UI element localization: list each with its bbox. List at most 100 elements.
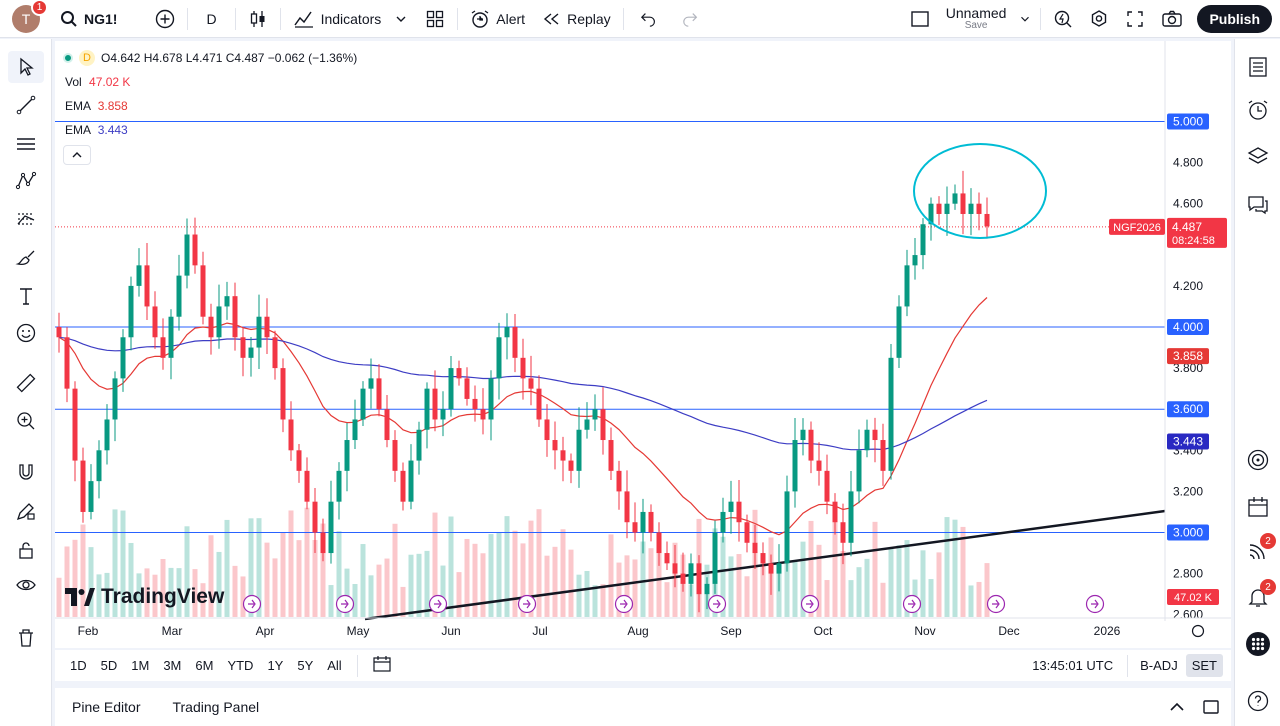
range-button[interactable]: All: [327, 658, 342, 673]
candle-body: [248, 347, 254, 358]
range-button[interactable]: 1M: [131, 658, 150, 673]
ema-fast-line: [58, 297, 988, 536]
indicators-button[interactable]: Indicators: [285, 0, 418, 38]
text-tool[interactable]: [8, 280, 44, 312]
volume-bar: [144, 568, 150, 617]
candle-body: [464, 378, 470, 399]
pattern-tool[interactable]: [8, 165, 44, 197]
tradingview-logo[interactable]: TradingView: [65, 585, 224, 609]
replay-button[interactable]: Replay: [533, 0, 619, 38]
volume-bar: [208, 535, 214, 617]
emoji-tool[interactable]: [8, 317, 44, 349]
remove-drawings-tool[interactable]: [8, 622, 44, 654]
brush-tool[interactable]: [8, 242, 44, 274]
notifications-button[interactable]: 2: [1242, 579, 1276, 613]
goto-date-button[interactable]: [362, 655, 402, 676]
clock-display[interactable]: 13:45:01 UTC: [1032, 658, 1114, 673]
alerts-button[interactable]: [1242, 94, 1274, 126]
settings-button[interactable]: [1081, 0, 1117, 38]
collapse-legend-button[interactable]: [63, 145, 91, 165]
price-chart[interactable]: 4.8004.6004.2003.8003.4003.2002.8002.600…: [55, 41, 1231, 648]
ema-slow-legend[interactable]: EMA 3.443: [65, 123, 128, 137]
horizontal-lines-tool[interactable]: [8, 128, 44, 160]
trend-line-tool[interactable]: [8, 89, 44, 121]
trading-panel-tab[interactable]: Trading Panel: [172, 699, 260, 715]
price-axis[interactable]: 4.8004.6004.2003.8003.4003.2002.8002.600…: [1109, 41, 1227, 648]
pine-editor-tab[interactable]: Pine Editor: [72, 699, 141, 715]
snapshot-button[interactable]: [1153, 0, 1191, 38]
candle-body: [544, 419, 550, 441]
publish-button[interactable]: Publish: [1197, 4, 1272, 33]
zoom-tool[interactable]: [8, 405, 44, 437]
volume-bar: [544, 555, 550, 617]
user-avatar[interactable]: T 1: [12, 0, 48, 33]
ideas-stream-button[interactable]: [1242, 444, 1274, 476]
help-button[interactable]: [1242, 685, 1274, 717]
lock-drawings-tool[interactable]: [8, 534, 44, 566]
range-button[interactable]: 6M: [195, 658, 214, 673]
range-button[interactable]: 3M: [163, 658, 182, 673]
divider: [1040, 7, 1042, 30]
time-axis[interactable]: Feb Mar Apr May Jun Jul Aug Sep Oct Nov Dec 2026: [55, 617, 1231, 638]
ema-fast-legend[interactable]: EMA 3.858: [65, 99, 128, 113]
calendar-button[interactable]: [1242, 491, 1274, 523]
range-button[interactable]: 1Y: [267, 658, 284, 673]
symbol-search-button[interactable]: NG1!: [52, 0, 125, 38]
alert-button[interactable]: Alert: [462, 0, 533, 38]
range-button[interactable]: 5D: [100, 658, 118, 673]
volume-bar: [376, 564, 382, 617]
event-marker: [614, 594, 634, 614]
layout-button[interactable]: [902, 0, 938, 38]
maximize-panel-icon[interactable]: [1201, 697, 1221, 717]
candle-body: [448, 368, 454, 410]
market-status-dot: [63, 53, 73, 63]
products-button[interactable]: [1242, 628, 1274, 660]
range-button[interactable]: YTD: [227, 658, 254, 673]
redo-button[interactable]: [670, 0, 712, 38]
undo-button[interactable]: [628, 0, 670, 38]
chart-type-button[interactable]: [240, 0, 276, 38]
trend-line: [364, 509, 1166, 621]
layout-name-button[interactable]: Unnamed Save: [938, 0, 1015, 38]
templates-button[interactable]: [417, 0, 453, 38]
ideas-button[interactable]: 2: [1242, 533, 1276, 567]
data-window-button[interactable]: [1242, 141, 1274, 173]
volume-bar: [848, 580, 854, 617]
candle-body: [872, 429, 878, 441]
candle-body: [680, 573, 686, 584]
cursor-tool[interactable]: [8, 51, 44, 83]
chart-pane[interactable]: 4.800 4.600 4.200 3.800 3.400 3.200 2.800 2.600…: [55, 41, 1231, 648]
event-marker: [986, 594, 1006, 614]
watchlist-button[interactable]: [1242, 51, 1274, 83]
divider: [457, 7, 459, 30]
volume-bar: [560, 529, 566, 617]
volume-bar: [368, 575, 374, 617]
chevron-up-icon[interactable]: [1167, 697, 1187, 717]
volume-legend[interactable]: Vol 47.02 K: [65, 75, 130, 89]
volume-bar: [472, 543, 478, 617]
volume-bar: [512, 530, 518, 617]
volume-bar: [632, 559, 638, 617]
magnet-tool[interactable]: [8, 456, 44, 488]
adjustment-toggle[interactable]: B-ADJ: [1140, 658, 1178, 673]
prediction-tool[interactable]: [8, 203, 44, 235]
compare-symbol-button[interactable]: [147, 0, 183, 38]
hide-drawings-tool[interactable]: [8, 569, 44, 601]
stay-drawing-tool[interactable]: [8, 495, 44, 527]
broadcast-icon: [1249, 544, 1265, 560]
candle-body: [296, 450, 302, 471]
candle-body: [560, 450, 566, 461]
layout-menu-button[interactable]: [1014, 0, 1036, 38]
interval-button[interactable]: D: [206, 10, 217, 27]
range-button[interactable]: 1D: [70, 658, 87, 673]
candle-body: [736, 501, 742, 523]
session-toggle[interactable]: SET: [1185, 654, 1223, 677]
measure-tool[interactable]: [8, 367, 44, 399]
range-button[interactable]: 5Y: [297, 658, 314, 673]
chats-button[interactable]: [1242, 188, 1274, 220]
fullscreen-button[interactable]: [1117, 0, 1153, 38]
volume-bar: [280, 532, 286, 617]
divider: [356, 654, 358, 677]
candle-body: [480, 409, 486, 420]
quick-search-button[interactable]: [1045, 0, 1081, 38]
